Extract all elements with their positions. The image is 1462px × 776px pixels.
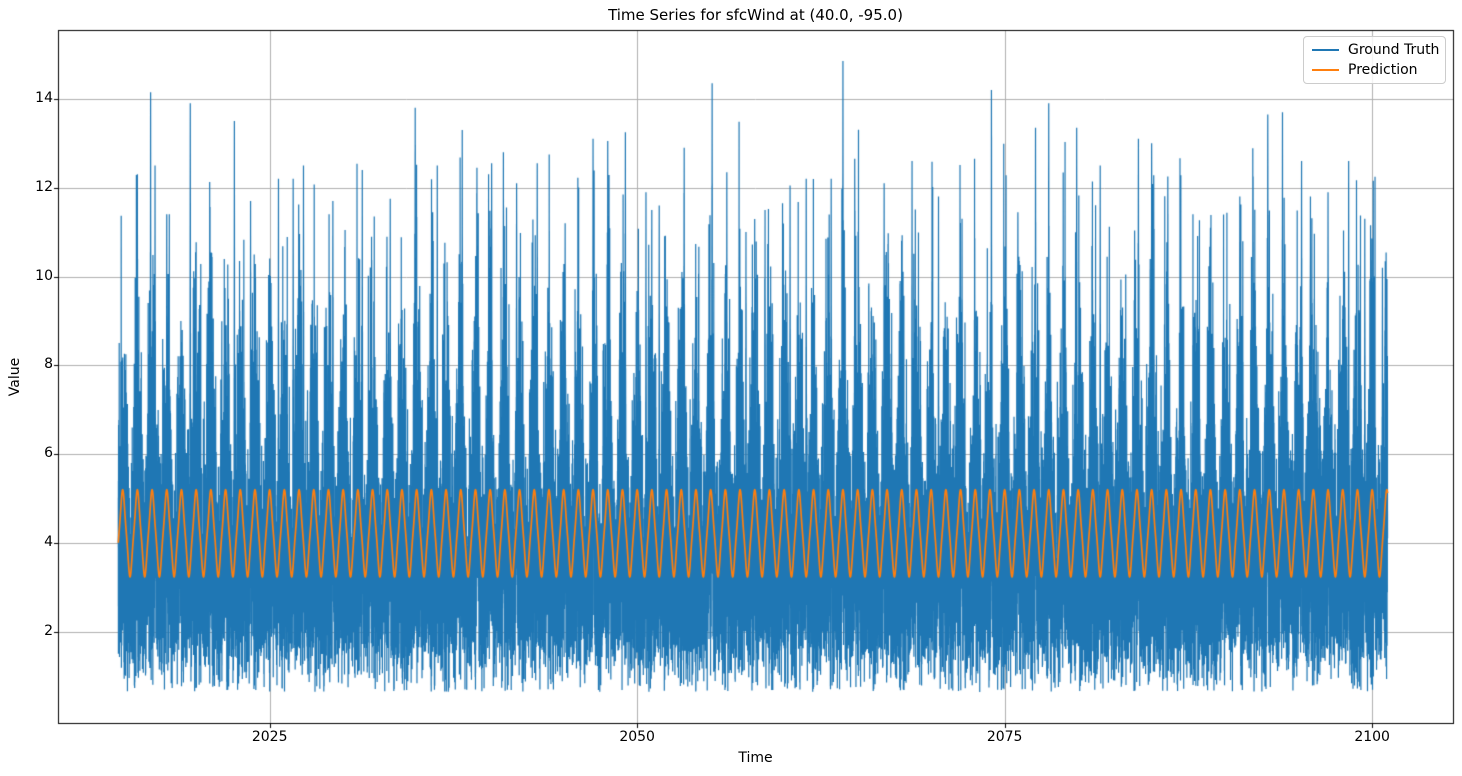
- legend: Ground Truth Prediction: [1303, 36, 1446, 84]
- x-axis-label: Time: [738, 750, 773, 766]
- legend-item-prediction: Prediction: [1312, 60, 1437, 80]
- legend-item-ground-truth: Ground Truth: [1312, 40, 1440, 60]
- legend-label-ground-truth: Ground Truth: [1348, 41, 1440, 58]
- y-tick-label: 4: [44, 534, 53, 551]
- prediction-line-swatch: [1312, 69, 1339, 72]
- y-tick-label: 14: [35, 89, 53, 106]
- legend-label-prediction: Prediction: [1348, 62, 1418, 79]
- x-tick-label: 2075: [986, 729, 1023, 745]
- y-tick-label: 10: [35, 267, 53, 284]
- ground-truth-line-swatch: [1312, 48, 1339, 51]
- y-tick-label: 8: [44, 356, 53, 373]
- y-tick-label: 2: [44, 622, 53, 639]
- y-tick-label: 12: [35, 178, 53, 195]
- y-tick-label: 6: [44, 445, 53, 462]
- x-tick-label: 2050: [619, 729, 655, 745]
- chart-title: Time Series for sfcWind at (40.0, -95.0): [608, 6, 903, 24]
- y-axis-label: Value: [7, 357, 23, 397]
- x-tick-label: 2100: [1354, 729, 1390, 745]
- x-tick-label: 2025: [251, 729, 288, 745]
